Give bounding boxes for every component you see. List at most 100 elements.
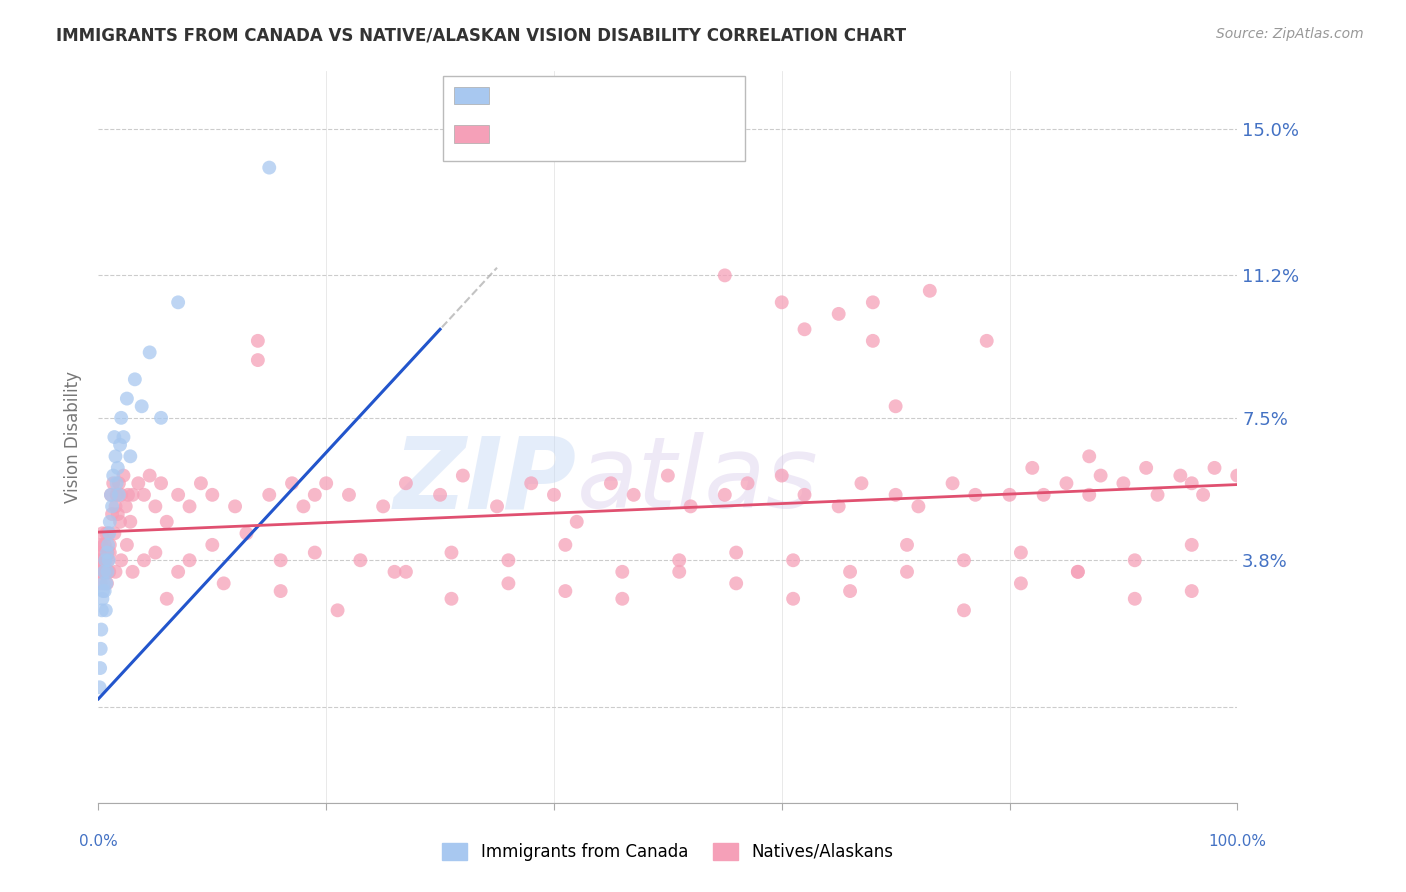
Natives/Alaskans [782, 591, 804, 606]
Immigrants from Canada [94, 553, 117, 567]
Immigrants from Canada [101, 500, 124, 514]
Natives/Alaskans [156, 515, 179, 529]
Text: 194: 194 [631, 125, 666, 143]
Natives/Alaskans [224, 500, 246, 514]
Natives/Alaskans [1078, 488, 1101, 502]
Natives/Alaskans [121, 488, 143, 502]
Natives/Alaskans [87, 565, 110, 579]
Natives/Alaskans [554, 538, 576, 552]
Immigrants from Canada [96, 565, 118, 579]
Immigrants from Canada [93, 576, 115, 591]
Immigrants from Canada [89, 681, 111, 695]
Natives/Alaskans [395, 476, 418, 491]
Natives/Alaskans [668, 553, 690, 567]
Natives/Alaskans [246, 334, 269, 348]
Natives/Alaskans [998, 488, 1021, 502]
Immigrants from Canada [100, 488, 122, 502]
Text: atlas: atlas [576, 433, 818, 530]
Natives/Alaskans [93, 538, 115, 552]
Immigrants from Canada [108, 488, 131, 502]
Immigrants from Canada [90, 603, 112, 617]
Natives/Alaskans [93, 545, 115, 559]
Natives/Alaskans [1181, 538, 1204, 552]
Text: N =: N = [598, 87, 634, 104]
Natives/Alaskans [498, 576, 520, 591]
Text: IMMIGRANTS FROM CANADA VS NATIVE/ALASKAN VISION DISABILITY CORRELATION CHART: IMMIGRANTS FROM CANADA VS NATIVE/ALASKAN… [56, 27, 907, 45]
Natives/Alaskans [337, 488, 360, 502]
Natives/Alaskans [120, 515, 142, 529]
Natives/Alaskans [1226, 468, 1249, 483]
Natives/Alaskans [304, 545, 326, 559]
Natives/Alaskans [97, 526, 120, 541]
Text: Source: ZipAtlas.com: Source: ZipAtlas.com [1216, 27, 1364, 41]
Immigrants from Canada [91, 584, 114, 599]
Natives/Alaskans [1181, 584, 1204, 599]
Natives/Alaskans [657, 468, 679, 483]
Natives/Alaskans [167, 565, 190, 579]
Natives/Alaskans [737, 476, 759, 491]
Natives/Alaskans [1010, 576, 1032, 591]
Natives/Alaskans [714, 488, 737, 502]
Natives/Alaskans [884, 488, 907, 502]
Natives/Alaskans [1170, 468, 1192, 483]
Immigrants from Canada [108, 438, 131, 452]
Natives/Alaskans [110, 553, 132, 567]
Natives/Alaskans [212, 576, 235, 591]
Natives/Alaskans [1067, 565, 1090, 579]
Immigrants from Canada [96, 545, 118, 559]
Text: 0.0%: 0.0% [79, 834, 118, 848]
Natives/Alaskans [714, 268, 737, 283]
Natives/Alaskans [179, 500, 201, 514]
Text: 0.065: 0.065 [536, 125, 588, 143]
Immigrants from Canada [93, 584, 115, 599]
Legend: Immigrants from Canada, Natives/Alaskans: Immigrants from Canada, Natives/Alaskans [436, 836, 900, 868]
Natives/Alaskans [201, 488, 224, 502]
Natives/Alaskans [90, 565, 112, 579]
Natives/Alaskans [108, 515, 131, 529]
Natives/Alaskans [326, 603, 349, 617]
Natives/Alaskans [918, 284, 941, 298]
Natives/Alaskans [115, 538, 138, 552]
Immigrants from Canada [124, 372, 146, 386]
Natives/Alaskans [953, 603, 976, 617]
Text: N =: N = [598, 125, 634, 143]
Natives/Alaskans [543, 488, 565, 502]
Y-axis label: Vision Disability: Vision Disability [65, 371, 83, 503]
Natives/Alaskans [1123, 553, 1146, 567]
Natives/Alaskans [132, 553, 155, 567]
Immigrants from Canada [112, 430, 135, 444]
Natives/Alaskans [896, 538, 918, 552]
Natives/Alaskans [235, 526, 257, 541]
Natives/Alaskans [976, 334, 998, 348]
Natives/Alaskans [156, 591, 179, 606]
Natives/Alaskans [907, 500, 929, 514]
Natives/Alaskans [246, 353, 269, 368]
Natives/Alaskans [132, 488, 155, 502]
Natives/Alaskans [965, 488, 987, 502]
Natives/Alaskans [828, 500, 851, 514]
Immigrants from Canada [97, 553, 120, 567]
Natives/Alaskans [828, 307, 851, 321]
Natives/Alaskans [145, 545, 167, 559]
Natives/Alaskans [554, 584, 576, 599]
Natives/Alaskans [93, 538, 115, 552]
Natives/Alaskans [1146, 488, 1168, 502]
Natives/Alaskans [89, 553, 111, 567]
Natives/Alaskans [395, 565, 418, 579]
Natives/Alaskans [839, 584, 862, 599]
Natives/Alaskans [98, 538, 121, 552]
Natives/Alaskans [440, 591, 463, 606]
Natives/Alaskans [896, 565, 918, 579]
Natives/Alaskans [1056, 476, 1078, 491]
Natives/Alaskans [623, 488, 645, 502]
Natives/Alaskans [94, 565, 117, 579]
Natives/Alaskans [150, 476, 173, 491]
Immigrants from Canada [115, 392, 138, 406]
Natives/Alaskans [1021, 461, 1043, 475]
Immigrants from Canada [91, 591, 114, 606]
Natives/Alaskans [270, 553, 292, 567]
Natives/Alaskans [96, 565, 118, 579]
Natives/Alaskans [97, 553, 120, 567]
Natives/Alaskans [292, 500, 315, 514]
Natives/Alaskans [862, 295, 884, 310]
